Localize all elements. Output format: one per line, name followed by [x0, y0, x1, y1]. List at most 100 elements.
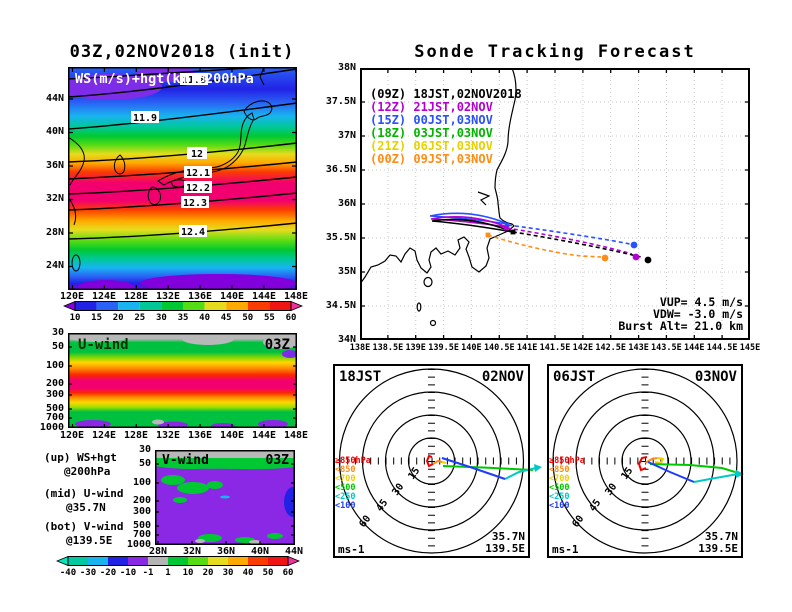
ring-label: 15 [406, 466, 422, 482]
level-legend: ≥850hPa <850 <700 <500 <250 <100 [335, 456, 371, 511]
lon-tick-label: 132E [155, 291, 181, 302]
colorbar-segment [208, 556, 228, 566]
pressure-tick-label: 700 [132, 529, 151, 540]
hodo-date: 02NOV [482, 369, 525, 385]
trace-500 [442, 465, 534, 471]
colorbar-segment [148, 556, 168, 566]
init-wind-map: 11.8 11.9 12 12.1 12.2 12.3 12.4 WS(m/s)… [68, 67, 297, 290]
calm-strip [155, 450, 295, 458]
uwind-time: 03Z [265, 337, 290, 353]
legend-level: ≥850hPa [335, 456, 371, 466]
lon-tick-label: 138.5E [372, 343, 404, 353]
lon-tick-label: 136E [187, 291, 213, 302]
pressure-tick-label: 200 [132, 495, 151, 506]
lon-tick-label: 132E [155, 430, 181, 441]
lon-tick-label: 148E [283, 430, 309, 441]
uwind-cross-section: U-wind 03Z [68, 333, 297, 428]
svg-text:60: 60 [286, 313, 297, 323]
svg-text:40: 40 [243, 568, 254, 578]
svg-text:25: 25 [134, 313, 145, 323]
colorbar-arrow-low [63, 301, 76, 312]
legend-item: (00Z) 09JST,03NOV [370, 152, 493, 166]
colorbar-segment [128, 556, 148, 566]
trace-500 [649, 463, 736, 473]
ring-label: 45 [374, 498, 390, 514]
svg-text:-40: -40 [60, 568, 76, 578]
lat-tick-label: 35N [337, 266, 356, 277]
legend-item: (18Z) 03JST,03NOV [370, 126, 493, 140]
low-wind-patch [68, 74, 162, 100]
svg-text:20: 20 [203, 568, 214, 578]
trace-100 [441, 457, 506, 480]
easterly-patch [282, 350, 297, 358]
trace-250 [693, 473, 739, 483]
lat-tick-label: 37N [337, 130, 356, 141]
descent-09z [512, 231, 642, 258]
contour-label: 11.9 [133, 113, 157, 124]
trace-700 [441, 461, 447, 464]
lon-tick-label: 138E [349, 343, 371, 353]
lon-tick-label: 124E [91, 430, 117, 441]
pressure-ticks [155, 463, 295, 536]
panel-border [547, 364, 743, 558]
pressure-ticks [68, 346, 297, 419]
legend-level: <250 [335, 492, 355, 502]
pressure-tick-label: 200 [45, 378, 64, 389]
southerly-patch [177, 482, 209, 494]
pressure-tick-label: 300 [45, 389, 64, 400]
legend-item: (15Z) 00JST,03NOV [370, 113, 493, 127]
contour-label: 12.1 [186, 168, 210, 179]
hodograph-06jst: 15 30 45 60 ≥850hPa <850 <700 <500 <250 … [547, 364, 744, 558]
colorbar-arrow-high [290, 301, 304, 312]
lat-tick-label: 44N [284, 546, 304, 557]
landing-marker-15z [630, 241, 638, 249]
vwind-label: V-wind [162, 453, 209, 468]
hodo-lon: 139.5E [698, 542, 738, 555]
lat-tick-label: 40N [250, 546, 270, 557]
trace-700 [654, 457, 665, 465]
lon-tick-label: 141.5E [539, 343, 571, 353]
svg-text:55: 55 [264, 313, 275, 323]
pressure-tick-label: 1000 [126, 539, 151, 550]
pressure-tick-label: 700 [45, 412, 64, 423]
map-border [360, 68, 750, 340]
lat-tick-label: 44N [45, 93, 64, 104]
burst-marker-12z [503, 225, 509, 231]
lon-tick-label: 141E [516, 343, 538, 353]
lat-tick-label: 34N [337, 334, 356, 345]
colorbar-segment [228, 556, 248, 566]
colorbar-segment [168, 556, 188, 566]
descent-12z [506, 227, 633, 255]
lon-tick-label: 142.5E [595, 343, 627, 353]
lat-ticks [68, 98, 297, 268]
ring-label: 45 [587, 498, 603, 514]
landing-marker-00z [601, 254, 609, 262]
lon-tick-label: 139.5E [428, 343, 459, 353]
coastline-kanto [360, 68, 517, 327]
colorbar-segment [268, 556, 288, 566]
level-legend: ≥850hPa <850 <700 <500 <250 <100 [549, 456, 585, 511]
colorbar-segment [161, 301, 183, 311]
colorbar-segment [269, 301, 291, 311]
svg-text:10: 10 [70, 313, 81, 323]
descent-15z [507, 224, 631, 245]
graticule [360, 68, 750, 340]
lon-ticks [71, 424, 297, 428]
lon-tick-label: 120E [59, 430, 85, 441]
tracking-legend: (09Z) 18JST,02NOV2018 (12Z) 21JST,02NOV … [370, 87, 522, 166]
svg-text:10: 10 [183, 568, 194, 578]
southerly-patch [207, 481, 223, 489]
burst-marker-00z [485, 232, 491, 238]
lon-tick-label: 144E [251, 430, 277, 441]
lat-tick-label: 32N [182, 546, 202, 557]
lon-tick-label: 140E [219, 430, 245, 441]
easterly-patch [258, 420, 288, 428]
lon-tick-label: 140.5E [483, 343, 515, 353]
legend-level: <700 [335, 474, 355, 484]
hodograph-18jst: 15 30 45 60 ≥850hPa <850 <700 <500 <250 … [333, 364, 542, 558]
lat-tick-label: 38N [337, 62, 356, 73]
svg-text:50: 50 [263, 568, 274, 578]
contour-label: 12.4 [181, 227, 205, 238]
lat-tick-label: 40N [45, 126, 64, 137]
hodo-time: 18JST [339, 369, 381, 385]
